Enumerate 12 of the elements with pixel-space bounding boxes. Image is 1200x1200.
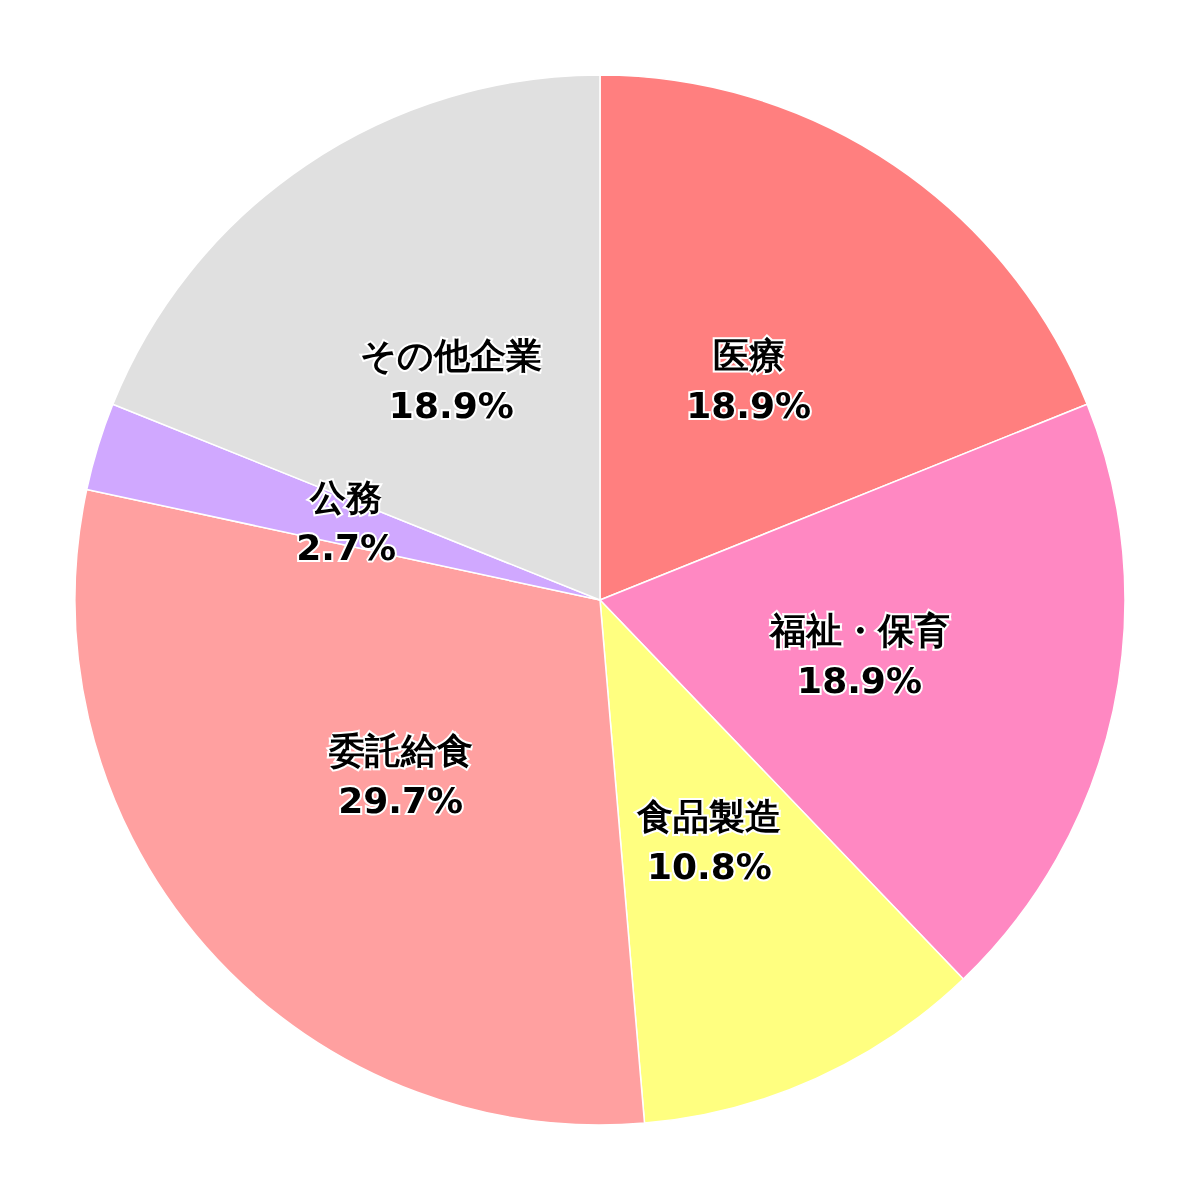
- data-label: 29.7%: [338, 779, 464, 821]
- slice-label: 食品製造: [636, 796, 782, 838]
- data-label: 2.7%: [296, 526, 397, 568]
- data-label: 18.9%: [797, 660, 922, 702]
- slice-label: その他企業: [360, 334, 543, 376]
- slice-label: 公務: [309, 476, 383, 518]
- data-label: 18.9%: [686, 384, 812, 426]
- data-label: 18.9%: [388, 384, 514, 426]
- slice-label: 福祉・保育: [767, 610, 950, 652]
- slice-label: 医療: [712, 334, 785, 376]
- slice-label: 委託給食: [327, 729, 473, 771]
- data-label: 10.8%: [646, 846, 772, 888]
